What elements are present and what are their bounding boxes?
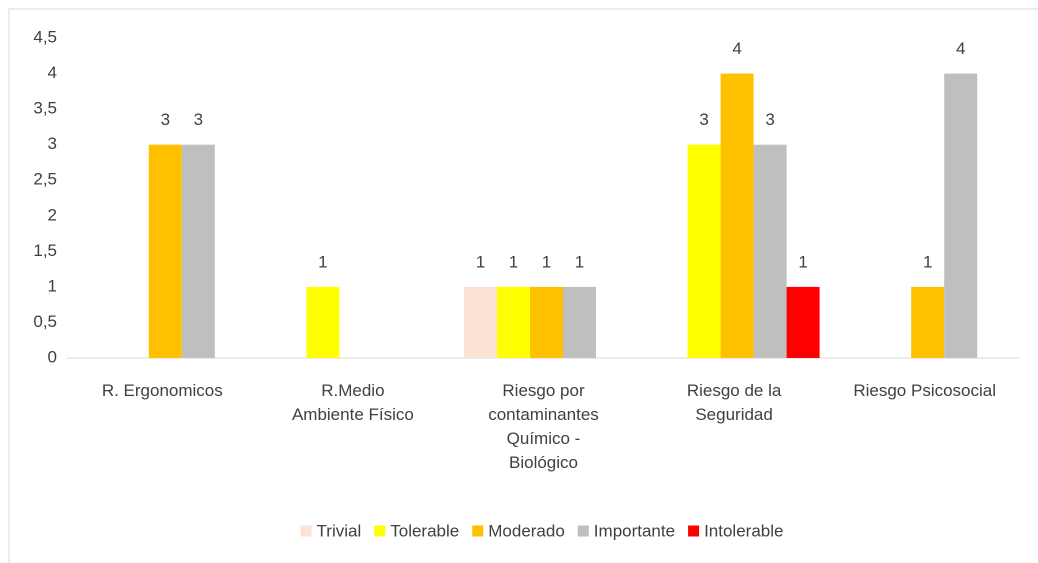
bar [306,286,340,358]
legend-label: Tolerable [390,521,459,540]
x-tick-line: Ambiente Físico [292,405,414,424]
legend-item: Intolerable [688,521,783,540]
x-tick-label: R. Ergonomicos [102,381,223,400]
x-tick-line: Seguridad [695,405,773,424]
y-tick-label: 3 [48,134,57,153]
legend-item: Trivial [300,521,362,540]
data-label: 1 [575,252,584,271]
y-tick-label: 1,5 [33,241,57,260]
bar [464,286,497,358]
x-tick-line: R. Ergonomicos [102,381,223,400]
chart-border [8,8,1038,563]
x-tick-line: Químico - [507,429,581,448]
x-tick-line: Biológico [509,453,578,472]
bar [753,144,787,358]
legend-label: Moderado [488,521,565,540]
bar [786,286,820,358]
x-tick-line: contaminantes [488,405,599,424]
legend-item: Tolerable [374,521,459,540]
y-tick-label: 4,5 [33,27,57,46]
bar [911,286,945,358]
legend-label: Importante [594,521,675,540]
bar [687,144,721,358]
bar [720,73,754,359]
x-tick-label: R.Medio Ambiente Físico [292,381,414,424]
data-label: 1 [542,252,551,271]
x-tick-label: Riesgo Psicosocial [853,381,996,400]
y-tick-label: 1 [48,276,57,295]
x-tick-label: Riesgo por contaminantes Químico - Biológic… [488,381,599,472]
y-tick-label: 3,5 [33,99,57,118]
legend-swatch [472,525,484,537]
x-tick-line: Riesgo Psicosocial [853,381,996,400]
data-label: 1 [509,252,518,271]
x-tick-line: Riesgo por [502,381,585,400]
legend-swatch [688,525,700,537]
bar [944,73,978,359]
y-tick-label: 2,5 [33,170,57,189]
legend-label: Trivial [317,521,362,540]
legend-label: Intolerable [704,521,783,540]
y-tick-label: 4 [48,63,57,82]
y-tick-label: 2 [48,205,57,224]
bar [563,286,596,358]
data-label: 4 [732,39,741,58]
data-label: 3 [765,110,774,129]
data-label: 1 [476,252,485,271]
legend-swatch [374,525,386,537]
data-label: 1 [923,252,932,271]
data-label: 3 [194,110,203,129]
x-tick-line: Riesgo de la [687,381,782,400]
legend-swatch [577,525,589,537]
bar [530,286,563,358]
bar [497,286,530,358]
legend-swatch [300,525,312,537]
data-label: 4 [956,39,965,58]
x-tick-line: R.Medio [321,381,384,400]
data-label: 3 [161,110,170,129]
bar [148,144,182,358]
legend-item: Moderado [472,521,565,540]
bar [181,144,215,358]
y-tick-label: 0 [48,347,57,366]
data-label: 3 [699,110,708,129]
data-label: 1 [798,252,807,271]
data-label: 1 [318,252,327,271]
legend-item: Importante [577,521,675,540]
x-tick-label: Riesgo de la Seguridad [687,381,782,424]
y-tick-label: 0,5 [33,312,57,331]
